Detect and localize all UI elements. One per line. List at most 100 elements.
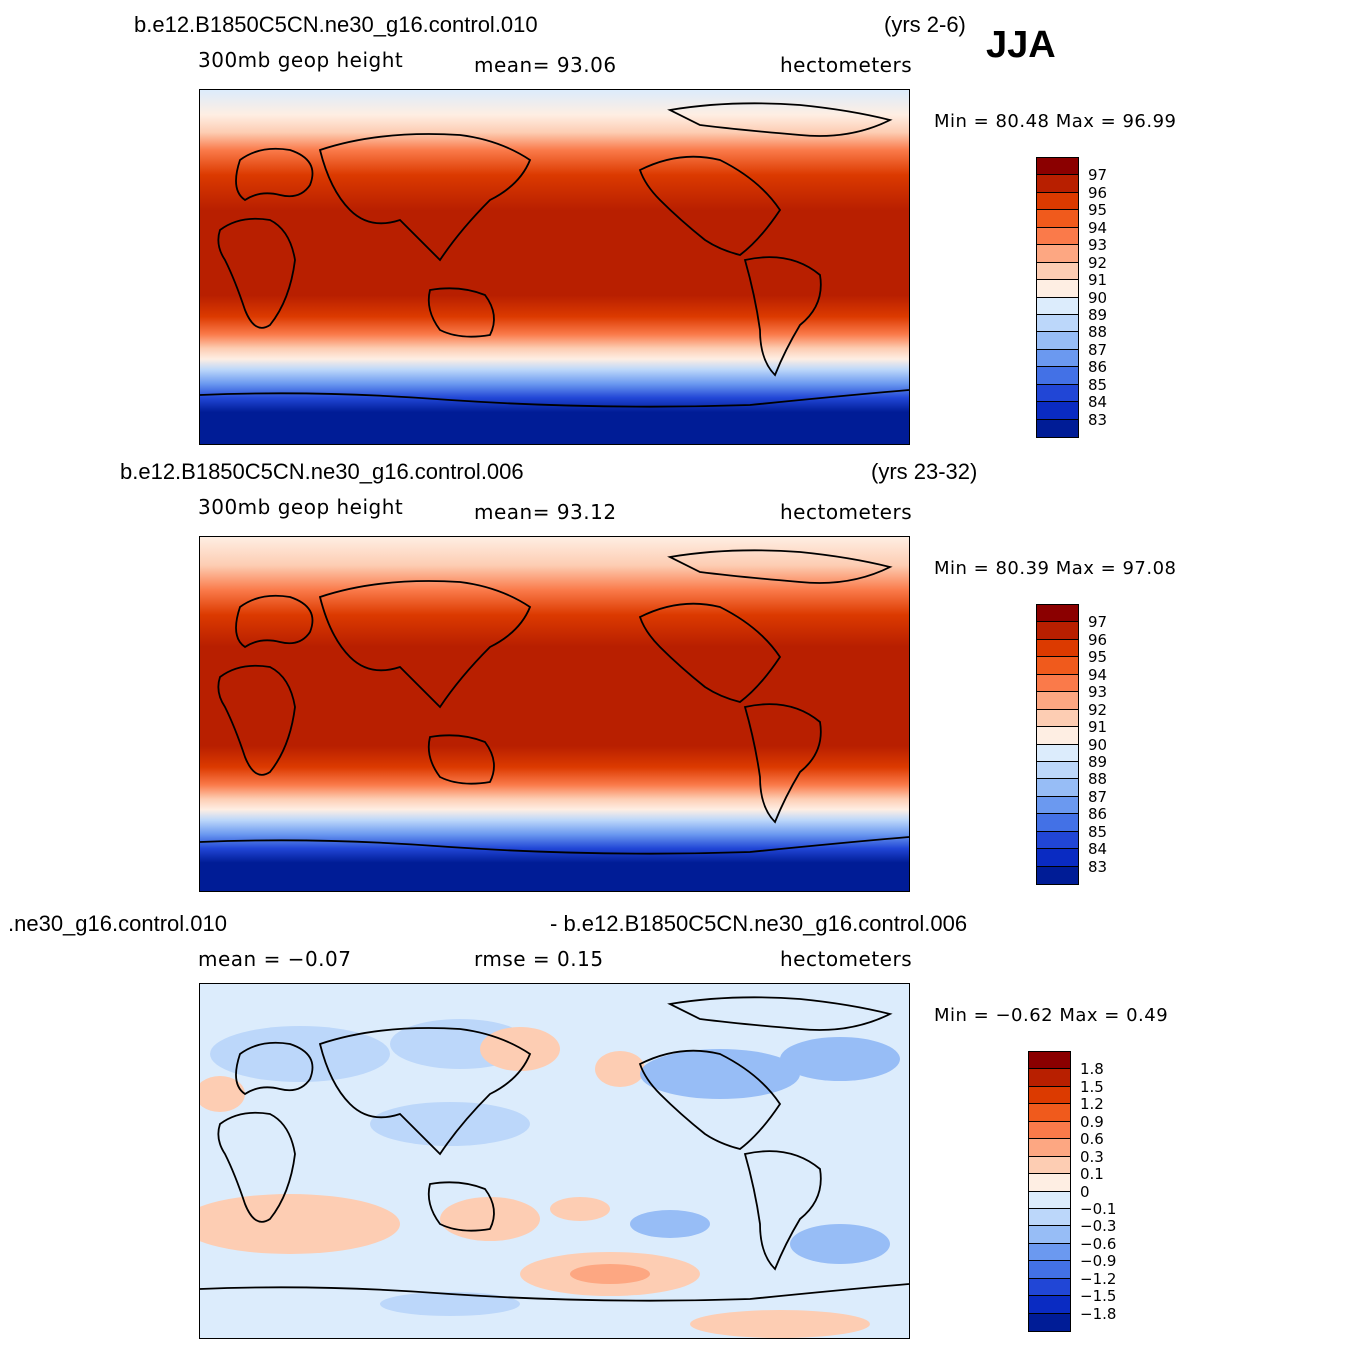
panel1-case-title: b.e12.B1850C5CN.ne30_g16.control.010 [134,12,538,37]
colorbar-tick-label: 93 [1088,683,1108,702]
colorbar-tick-label: 87 [1088,340,1108,359]
colorbar-swatch [1029,1069,1070,1087]
colorbar-swatch [1037,744,1078,762]
colorbar-tick-label: 0.3 [1080,1147,1104,1166]
colorbar-tick-label: 95 [1088,648,1108,667]
panel2-colorbar-segments [1037,605,1078,884]
colorbar-tick-label: 85 [1088,822,1108,841]
panel1-colorbar-segments [1037,158,1078,437]
colorbar-swatch [1029,1191,1070,1209]
colorbar-swatch [1037,831,1078,850]
colorbar-swatch [1037,297,1078,315]
colorbar-tick-label: 84 [1088,393,1108,412]
colorbar-swatch [1029,1226,1070,1244]
colorbar-swatch [1037,245,1078,263]
panel2-units: hectometers [780,500,913,524]
colorbar-swatch [1037,761,1078,780]
colorbar-swatch [1037,158,1078,176]
panel2-map [199,536,910,892]
colorbar-tick-label: −1.2 [1080,1269,1117,1288]
colorbar-swatch [1029,1296,1070,1314]
panel3-units: hectometers [780,947,913,971]
panel1-units: hectometers [780,53,913,77]
colorbar-tick-label: −0.9 [1080,1252,1117,1271]
colorbar-tick-label: 92 [1088,700,1108,719]
panel2-minmax: Min = 80.39 Max = 97.08 [934,558,1177,579]
colorbar-tick-label: 89 [1088,305,1108,324]
colorbar-tick-label: 86 [1088,358,1108,377]
colorbar-swatch [1037,210,1078,228]
colorbar-swatch [1037,866,1078,884]
panel1-mean: mean= 93.06 [474,53,617,77]
colorbar-swatch [1037,175,1078,193]
panel3-anomaly-blobs [200,1019,900,1338]
colorbar-swatch [1029,1208,1070,1227]
colorbar-swatch [1037,639,1078,658]
colorbar-tick-label: 90 [1088,735,1108,754]
colorbar-tick-label: 97 [1088,166,1108,185]
colorbar-swatch [1037,692,1078,710]
colorbar-tick-label: 88 [1088,323,1108,342]
colorbar-swatch [1029,1174,1070,1192]
panel2-mean: mean= 93.12 [474,500,617,524]
colorbar-swatch [1037,314,1078,333]
colorbar-tick-label: 92 [1088,253,1108,272]
panel3-coastlines [200,996,909,1302]
colorbar-swatch [1029,1086,1070,1105]
panel1-field [200,90,909,444]
colorbar-swatch [1029,1313,1070,1331]
colorbar-tick-label: 88 [1088,770,1108,789]
colorbar-tick-label: 94 [1088,218,1108,237]
panel1-years: (yrs 2-6) [884,12,966,37]
colorbar-tick-label: 83 [1088,857,1108,876]
colorbar-swatch [1029,1261,1070,1279]
panel3-case-left: .ne30_g16.control.010 [8,911,227,936]
panel2-years: (yrs 23-32) [871,459,978,484]
colorbar-tick-label: −0.6 [1080,1234,1117,1253]
colorbar-swatch [1037,727,1078,745]
colorbar-swatch [1037,419,1078,437]
colorbar-tick-label: −1.8 [1080,1304,1117,1323]
colorbar-swatch [1037,262,1078,281]
season-label: JJA [986,24,1056,66]
panel3-minmax: Min = −0.62 Max = 0.49 [934,1005,1169,1026]
colorbar-swatch [1037,349,1078,368]
colorbar-swatch [1037,814,1078,832]
colorbar-tick-label: 91 [1088,271,1108,290]
colorbar-tick-label: 86 [1088,805,1108,824]
panel3-case-right: - b.e12.B1850C5CN.ne30_g16.control.006 [550,911,968,936]
colorbar-swatch [1037,227,1078,246]
panel3-colorbar [1028,1051,1071,1332]
colorbar-swatch [1037,402,1078,420]
panel3-mean: mean = −0.07 [198,947,352,971]
colorbar-tick-label: 84 [1088,840,1108,859]
colorbar-tick-label: −1.5 [1080,1287,1117,1306]
colorbar-swatch [1037,192,1078,211]
colorbar-tick-label: 83 [1088,410,1108,429]
colorbar-swatch [1037,332,1078,350]
panel1-colorbar [1036,157,1079,438]
panel1-minmax: Min = 80.48 Max = 96.99 [934,111,1177,132]
colorbar-swatch [1037,796,1078,815]
colorbar-tick-label: 0.9 [1080,1112,1104,1131]
colorbar-tick-label: 0.1 [1080,1165,1104,1184]
panel2-field [200,537,909,891]
colorbar-swatch [1029,1156,1070,1175]
panel2-variable: 300mb geop height [198,495,404,519]
colorbar-swatch [1037,779,1078,797]
colorbar-tick-label: 93 [1088,236,1108,255]
panel3-colorbar-segments [1029,1052,1070,1331]
colorbar-tick-label: 1.5 [1080,1077,1104,1096]
colorbar-swatch [1037,622,1078,640]
colorbar-tick-label: 94 [1088,665,1108,684]
colorbar-swatch [1029,1104,1070,1122]
colorbar-tick-label: 97 [1088,613,1108,632]
panel2-coastlines [200,549,909,855]
panel2-case-title: b.e12.B1850C5CN.ne30_g16.control.006 [120,459,524,484]
colorbar-swatch [1029,1139,1070,1157]
panel1-coastlines [200,102,909,408]
panel3-rmse: rmse = 0.15 [474,947,604,971]
panel1-map [199,89,910,445]
colorbar-tick-label: 96 [1088,183,1108,202]
colorbar-tick-label: −0.3 [1080,1217,1117,1236]
